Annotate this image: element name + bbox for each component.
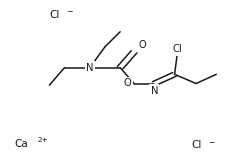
Text: Cl: Cl xyxy=(172,44,181,54)
Text: N: N xyxy=(86,63,93,73)
Text: −: − xyxy=(207,138,214,147)
Text: Cl: Cl xyxy=(49,10,59,20)
Text: O: O xyxy=(123,78,131,89)
Text: 2+: 2+ xyxy=(38,137,48,143)
Text: Cl: Cl xyxy=(190,140,201,150)
Text: O: O xyxy=(138,40,145,50)
Text: Ca: Ca xyxy=(14,139,27,149)
Text: N: N xyxy=(150,86,158,96)
Text: −: − xyxy=(66,8,73,17)
